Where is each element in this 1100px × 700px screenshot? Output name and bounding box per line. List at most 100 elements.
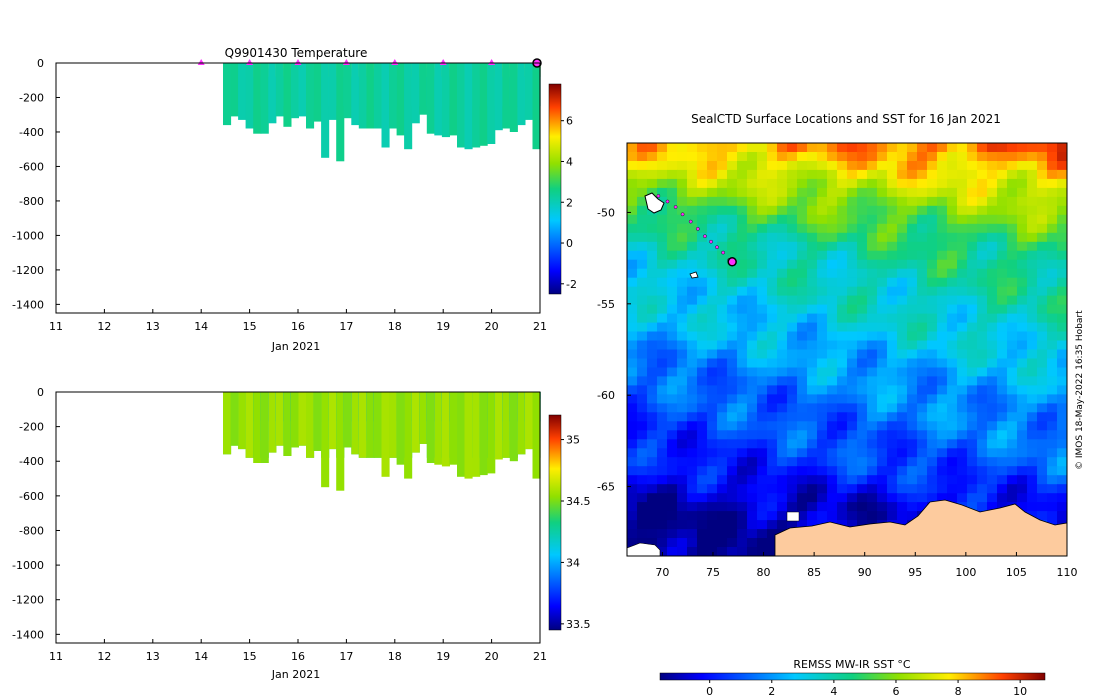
sst-cell [907, 169, 918, 180]
sst-cell [897, 439, 908, 449]
x-tick-label: 13 [146, 650, 160, 663]
sst-cell [737, 448, 748, 458]
sst-cell [967, 385, 978, 395]
sst-cell [857, 178, 868, 189]
sst-cell [767, 268, 778, 279]
sst-cell [737, 421, 748, 431]
sst-cell [937, 196, 948, 207]
sst-cell [627, 214, 638, 225]
sst-cell [867, 304, 878, 315]
sst-cell [1037, 502, 1048, 512]
sst-cell [687, 187, 698, 198]
sst-cell [877, 214, 888, 225]
sst-cell [1037, 277, 1048, 288]
sst-cell [1037, 178, 1048, 189]
sst-cell [907, 340, 918, 350]
sst-cell [627, 430, 638, 440]
sst-cell [1047, 448, 1058, 458]
sst-cell [707, 331, 718, 341]
sst-cell [1037, 430, 1048, 440]
sst-cell [967, 232, 978, 243]
sst-cell [727, 152, 738, 162]
sst-cell [1007, 196, 1018, 207]
sst-cell [857, 493, 868, 503]
sst-cell [937, 295, 948, 306]
sst-cell [767, 250, 778, 261]
sst-cell [807, 403, 818, 413]
sst-cell [907, 502, 918, 512]
sst-cell [827, 178, 838, 189]
sst-cell [817, 232, 828, 243]
sst-cell [627, 502, 638, 512]
sst-cell [677, 367, 688, 377]
section-cell [434, 63, 443, 136]
sst-cell [957, 313, 968, 324]
sst-cell [677, 277, 688, 288]
sst-cell [887, 152, 898, 162]
sst-cell [917, 349, 928, 359]
sst-cell [937, 205, 948, 216]
heard-island [689, 271, 699, 279]
sst-cell [797, 143, 808, 153]
sst-cell [717, 502, 728, 512]
sst-colorbar-tick-label: 8 [955, 685, 962, 698]
sst-cell [727, 169, 738, 180]
sst-cell [1057, 295, 1068, 306]
sst-cell [707, 538, 718, 548]
sst-cell [1027, 322, 1038, 333]
sst-cell [877, 385, 888, 395]
sst-cell [967, 367, 978, 377]
y-tick-label: -400 [19, 455, 44, 468]
y-tick-label: -200 [19, 421, 44, 434]
sst-cell [957, 466, 968, 476]
sst-cell [647, 268, 658, 279]
sst-cell [887, 511, 898, 521]
sst-cell [957, 448, 968, 458]
sst-cell [727, 448, 738, 458]
sst-cell [707, 448, 718, 458]
sst-cell [707, 205, 718, 216]
sst-cell [977, 394, 988, 404]
sst-cell [687, 322, 698, 333]
sst-cell [667, 152, 678, 162]
sst-cell [827, 367, 838, 377]
y-tick-label: -1000 [12, 229, 44, 242]
sst-cell [807, 412, 818, 422]
sst-cell [887, 205, 898, 216]
sst-cell [837, 403, 848, 413]
sst-cell [947, 232, 958, 243]
sst-cell [637, 313, 648, 324]
sst-cell [687, 152, 698, 162]
sst-cell [767, 286, 778, 297]
colorbar-tick-label: 0 [566, 237, 573, 250]
sst-cell [737, 161, 748, 171]
sst-cell [637, 457, 648, 467]
sst-cell [807, 187, 818, 198]
sst-cell [657, 340, 668, 350]
sst-cell [657, 178, 668, 189]
sst-cell [767, 241, 778, 252]
sst-cell [737, 340, 748, 350]
y-tick-label: -1400 [12, 628, 44, 641]
section-cell [253, 63, 262, 134]
sst-cell [667, 484, 678, 494]
sst-cell [997, 277, 1008, 288]
sst-cell [637, 466, 648, 476]
section-cell [464, 63, 473, 150]
sst-cell [737, 223, 748, 234]
sst-cell [827, 143, 838, 153]
sst-cell [767, 313, 778, 324]
sst-cell [777, 205, 788, 216]
sst-cell [957, 493, 968, 503]
sst-cell [1037, 295, 1048, 306]
sst-cell [937, 223, 948, 234]
sst-cell [927, 394, 938, 404]
x-tick-label: 16 [291, 320, 305, 333]
sst-cell [947, 169, 958, 180]
sst-cell [837, 143, 848, 153]
sst-cell [777, 196, 788, 207]
sst-cell [897, 466, 908, 476]
colorbar-tick-label: 33.5 [566, 618, 591, 631]
sst-cell [837, 268, 848, 279]
sst-cell [817, 403, 828, 413]
